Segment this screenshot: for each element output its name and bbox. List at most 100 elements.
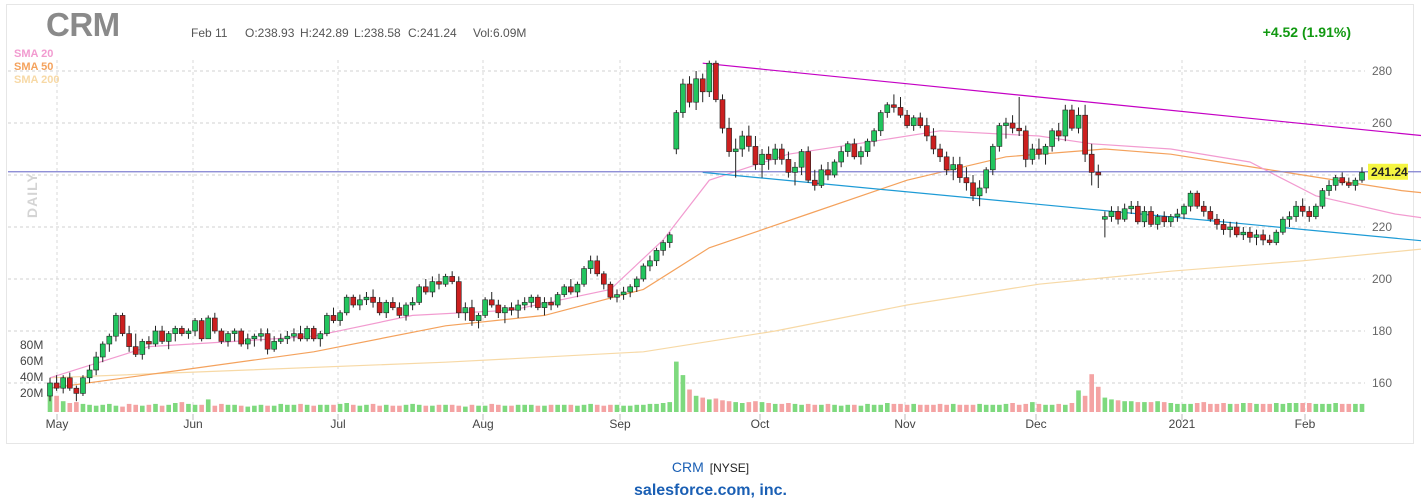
candle-body [1273,231,1280,243]
candle-body [1207,211,1214,220]
volume-bar [87,404,92,412]
candle-body [535,296,541,308]
timeframe-label: DAILY [24,172,40,218]
candle-body [963,177,970,184]
volume-bar [403,404,409,412]
volume-bar [871,404,877,412]
candle-body [673,112,680,150]
candle-body [422,286,429,293]
candle-body [719,99,726,129]
volume-bar [324,404,330,412]
volume-bar [225,404,231,412]
footer-symbol-link[interactable]: CRM [671,459,704,475]
candle-body [680,83,686,113]
volume-bar [746,402,752,412]
volume-tick-label-20M: 20M [20,386,43,400]
candle-body [1227,226,1233,230]
candle-body [805,151,811,181]
volume-bar [693,395,699,412]
candle-body [1022,130,1029,160]
volume-bar [232,404,237,412]
volume-bar [739,403,745,412]
volume-bar [766,403,771,412]
y-tick-label-180: 180 [1372,324,1392,338]
candle-body [858,151,864,158]
candle-body [1003,122,1009,126]
volume-bar [423,405,429,412]
volume-bar [278,403,284,412]
volume-bar [970,404,976,412]
candle-body [1200,205,1207,212]
candle-body [1280,218,1286,233]
volume-bar [205,399,211,412]
volume-bar [159,405,165,412]
candle-body [1082,114,1088,155]
candle-body [818,169,825,186]
volume-bar [720,400,725,412]
candle-body [376,302,383,314]
candle-body [1148,211,1154,225]
volume-bar [753,401,758,412]
volume-bar [1036,403,1042,412]
candle-body [403,304,409,316]
volume-bar [706,399,712,412]
candle-body [746,135,752,147]
candle-body [1293,205,1299,217]
volume-bar [113,405,119,412]
volume-bar [120,406,125,412]
volume-bar [733,402,738,412]
candle-body [1286,216,1293,220]
volume-bar [911,403,916,412]
quote-low: L:238.58 [354,26,401,40]
volume-bar [476,405,481,412]
volume-bar [186,403,191,412]
candle-body [1069,109,1075,129]
candle-body [937,148,943,158]
volume-bar [60,401,66,412]
volume-bar [482,405,488,412]
volume-bar [1016,404,1022,412]
volume-bar [634,404,640,412]
volume-bar [621,405,626,412]
volume-bar [884,403,890,412]
volume-bar [561,404,567,412]
volume-bar [350,404,356,412]
candle-body [1174,213,1181,217]
candle-body [739,135,746,150]
candle-body [106,335,113,345]
volume-bar [1161,402,1167,412]
volume-bar [772,403,778,412]
volume-bar [825,403,831,412]
volume-bar [331,404,336,412]
candle-body [429,281,436,293]
last-price-label: 241.24 [1371,165,1408,179]
candle-body [80,377,86,394]
volume-bar [496,404,501,412]
volume-bar [898,403,903,412]
candle-body [864,140,871,152]
candle-body [1102,216,1108,220]
candle-body [73,387,80,394]
volume-bar [199,404,204,412]
candle-body [343,296,350,314]
candle-body [1352,179,1359,186]
x-tick-label-May: May [46,417,69,431]
volume-bar [357,405,363,412]
candle-body [225,333,231,342]
volume-bar [1122,401,1127,412]
volume-bar [1359,403,1365,412]
volume-bar [542,405,547,412]
footer-ticker: CRM [NYSE] [0,459,1421,475]
volume-bar [997,404,1002,412]
candle-body [792,166,798,173]
volume-bar [687,389,692,412]
company-name-link[interactable]: salesforce.com, inc. [634,482,787,499]
candle-body [897,107,904,116]
volume-bar [1109,399,1114,412]
y-tick-label-200: 200 [1372,272,1392,286]
candle-body [825,169,831,176]
candle-body [179,328,185,334]
x-tick-label-Oct: Oct [751,417,770,431]
candle-body [970,182,976,197]
